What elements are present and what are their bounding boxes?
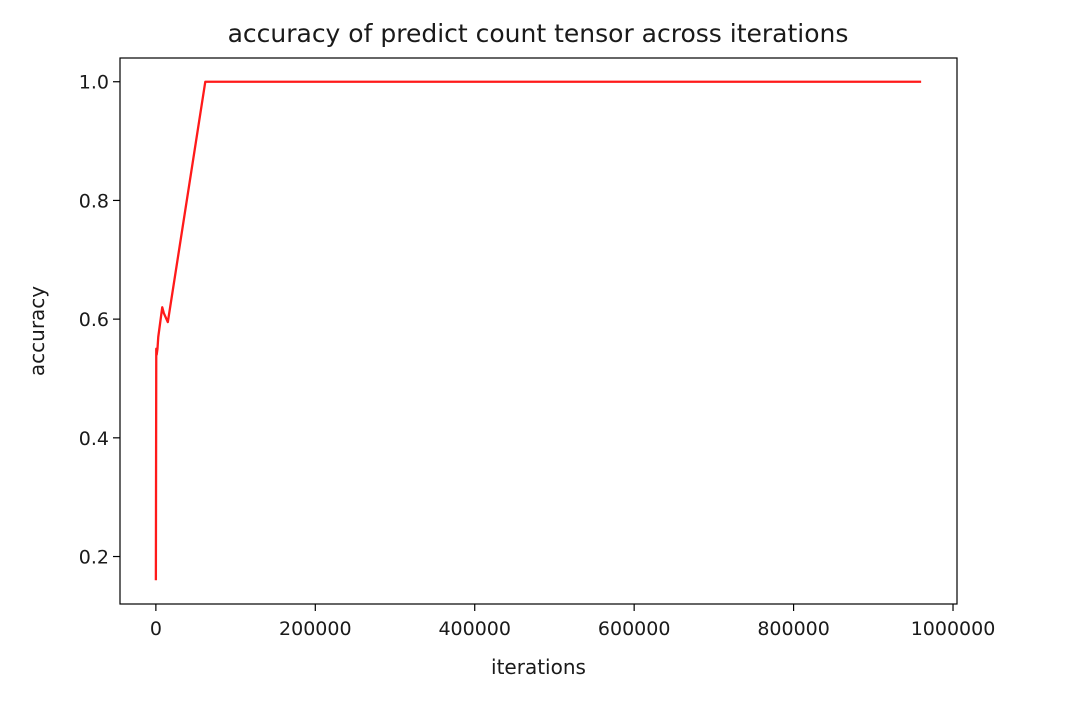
chart-title: accuracy of predict count tensor across … (228, 19, 849, 48)
y-tick-label: 0.6 (79, 309, 109, 331)
x-tick-label: 800000 (757, 618, 830, 640)
accuracy-line (154, 80, 922, 581)
y-tick-label: 0.2 (79, 547, 109, 569)
y-tick-label: 0.4 (79, 428, 109, 450)
x-tick-label: 1000000 (911, 618, 996, 640)
y-tick-label: 1.0 (79, 72, 109, 94)
x-axis: 0 200000 400000 600000 800000 1000000 (150, 604, 996, 640)
x-tick-label: 200000 (279, 618, 352, 640)
y-axis-label: accuracy (25, 286, 49, 376)
x-tick-label: 0 (150, 618, 162, 640)
series-layer (154, 80, 922, 581)
x-axis-label: iterations (491, 655, 586, 679)
y-axis: 0.2 0.4 0.6 0.8 1.0 (79, 72, 120, 569)
x-tick-label: 400000 (438, 618, 511, 640)
plot-area-frame (119, 57, 958, 605)
y-tick-label: 0.8 (79, 190, 109, 212)
x-tick-label: 600000 (598, 618, 671, 640)
